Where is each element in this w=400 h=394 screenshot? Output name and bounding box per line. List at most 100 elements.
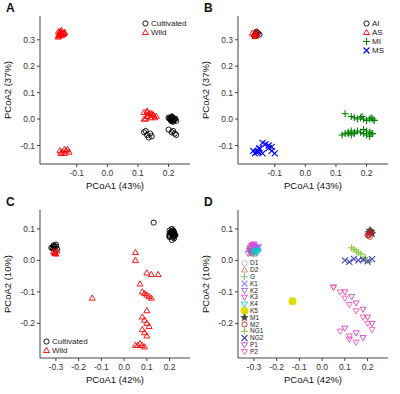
y-tick-label: 0.0 [221,255,233,265]
point [351,114,358,121]
point [144,270,150,275]
point [172,131,177,136]
point [342,257,348,263]
point [351,129,358,136]
point [363,131,370,138]
panel-title: D [204,195,213,209]
points [245,226,376,345]
legend-label: AS [372,28,383,37]
point [132,249,138,254]
x-tick [366,164,367,167]
x-tick [276,358,277,361]
x-tick [305,164,306,167]
y-tick-label: 0.2 [221,61,233,71]
point [353,331,359,336]
point [144,333,150,338]
y-tick-label: 0.0 [23,255,35,265]
point [353,340,359,345]
point [371,117,378,124]
x-tick [55,358,56,361]
point [367,234,372,239]
legend-swatch [44,347,50,352]
figure: -0.10.00.10.2-0.10.00.10.20.3PCoA1 (43%)… [0,0,400,394]
point [330,285,336,290]
y-tick-label: 0.1 [23,224,35,234]
panel: -0.3-0.2-0.10.00.10.2-0.2-0.10.00.1PCoA1… [200,195,388,385]
legend-label: Cultivated [151,19,187,28]
point [353,309,359,314]
points [49,220,178,349]
x-tick-label: 0.0 [101,168,113,178]
y-tick-label: -0.1 [218,287,233,297]
point [174,132,179,137]
point [142,344,148,349]
legend-swatch [241,314,249,321]
y-tick [235,66,238,67]
point [245,251,251,256]
x-tick-label: 0.0 [118,362,130,372]
x-tick [146,358,147,361]
point [289,298,296,305]
x-tick-label: 0.1 [330,168,342,178]
y-tick [235,291,238,292]
x-tick [124,358,125,361]
point [137,281,143,286]
point [252,33,258,38]
y-tick-label: -0.1 [218,141,233,151]
y-tick-label: -0.2 [20,318,35,328]
x-tick-label: 0.2 [361,168,373,178]
legend-swatch [143,21,148,26]
legend-swatch [364,21,369,26]
x-axis-label: PCoA1 (42%) [284,374,342,385]
legend-label: Cultivated [52,337,88,346]
x-axis-line [40,358,190,359]
x-tick-label: 0.2 [164,362,176,372]
point [346,302,352,307]
x-tick [78,358,79,361]
legend: CultivatedWild [142,19,186,37]
y-tick [235,145,238,146]
point [272,150,278,156]
point [51,243,56,248]
legend-swatch [241,273,248,280]
x-axis-label: PCoA1 (43%) [284,180,342,191]
y-tick-label: -0.1 [20,141,35,151]
point [337,329,343,334]
panel: -0.10.00.10.2-0.10.00.10.20.3PCoA1 (43%)… [2,1,190,191]
legend-swatch [242,350,248,355]
y-axis-label: PCoA2 (37%) [200,61,211,119]
x-tick [169,358,170,361]
legend-swatch [44,339,49,344]
point [171,234,176,239]
point [360,315,366,320]
x-tick-label: 0.2 [362,362,374,372]
legend-swatch [363,38,370,45]
y-tick-label: 0.1 [221,88,233,98]
point [360,307,366,312]
points [249,29,377,157]
legend-swatch [364,29,370,34]
point [348,127,355,134]
legend-swatch [242,343,248,348]
x-tick [322,358,323,361]
y-tick [37,291,40,292]
point [330,285,336,290]
point [141,130,146,135]
x-tick-label: -0.2 [269,362,284,372]
x-tick-label: -0.1 [292,362,307,372]
y-tick-label: 0.1 [221,224,233,234]
y-tick [37,39,40,40]
point [250,148,256,154]
legend-swatch [364,48,370,54]
x-axis-line [238,358,388,359]
point [348,113,355,120]
y-axis-line [40,210,41,358]
point [255,149,261,155]
legend: CultivatedWild [44,337,88,355]
point [342,296,348,301]
y-axis-label: PCoA2 (37%) [2,61,13,119]
point [345,129,352,136]
x-axis-line [238,164,388,165]
x-tick [274,164,275,167]
point [342,110,349,117]
